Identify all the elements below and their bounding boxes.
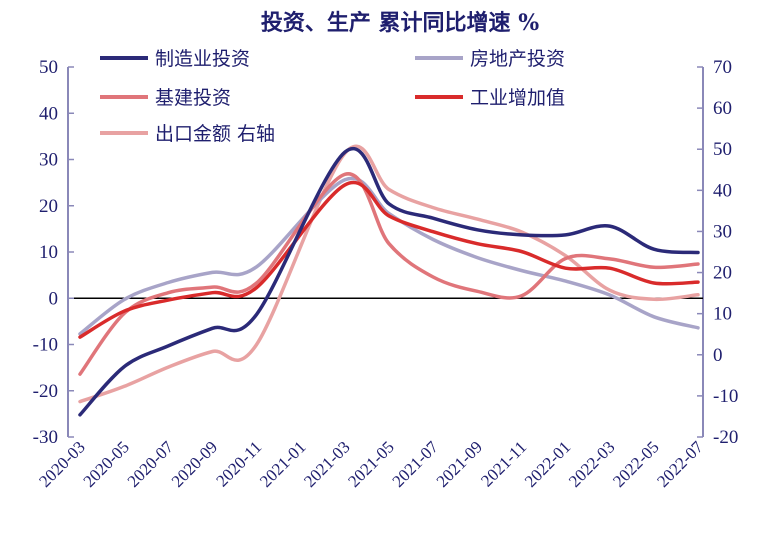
series-line-0 (78, 147, 700, 417)
left-tick-label: 30 (39, 150, 58, 171)
legend-label: 工业增加值 (470, 87, 565, 109)
legend-label: 制造业投资 (155, 48, 250, 70)
right-tick-label: -10 (713, 386, 738, 407)
right-tick-label: 30 (713, 221, 732, 242)
x-tick-label: 2021-11 (477, 437, 530, 490)
right-tick-label: 70 (713, 57, 732, 78)
right-tick-label: 0 (713, 345, 723, 366)
x-tick-label: 2020-11 (212, 437, 265, 490)
right-tick-label: 60 (713, 98, 732, 119)
right-tick-label: 20 (713, 263, 732, 284)
left-tick-label: 50 (39, 57, 58, 78)
axes-layer: 50 40 30 20 10 0 -10 -20 -30 70 60 50 40 30 20 10 0 -10 -2… (33, 57, 739, 491)
chart-title: 投资、生产 累计同比增速 % (261, 10, 539, 36)
left-tick-label: -30 (33, 427, 58, 448)
series-line-3 (78, 180, 700, 339)
left-tick-label: 20 (39, 196, 58, 217)
left-tick-label: 10 (39, 242, 58, 263)
left-tick-label: 40 (39, 103, 58, 124)
series-line-4 (78, 144, 700, 404)
right-tick-label: 10 (713, 304, 732, 325)
series-line-2 (78, 172, 700, 376)
x-tick-label: 2021-09 (433, 437, 487, 491)
x-tick-label: 2022-05 (609, 437, 663, 491)
x-tick-label: 2020-05 (79, 437, 133, 491)
legend-label: 基建投资 (155, 87, 231, 109)
left-tick-label: -20 (33, 381, 58, 402)
left-tick-label: 0 (49, 288, 59, 309)
x-tick-label: 2021-03 (300, 437, 354, 491)
right-tick-label: 40 (713, 180, 732, 201)
legend-label: 房地产投资 (470, 48, 565, 70)
x-tick-label: 2020-09 (168, 437, 222, 491)
lines-layer (78, 144, 700, 417)
x-tick-label: 2022-01 (521, 437, 575, 491)
x-tick-label: 2022-07 (653, 437, 707, 491)
x-tick-label: 2020-07 (124, 437, 178, 491)
left-tick-label: -10 (33, 335, 58, 356)
legend-label: 出口金额 右轴 (155, 123, 275, 145)
right-tick-label: -20 (713, 427, 738, 448)
x-tick-label: 2021-05 (344, 437, 398, 491)
right-tick-label: 50 (713, 139, 732, 160)
x-tick-label: 2021-07 (388, 437, 442, 491)
x-tick-label: 2022-03 (565, 437, 619, 491)
x-tick-label: 2021-01 (256, 437, 310, 491)
